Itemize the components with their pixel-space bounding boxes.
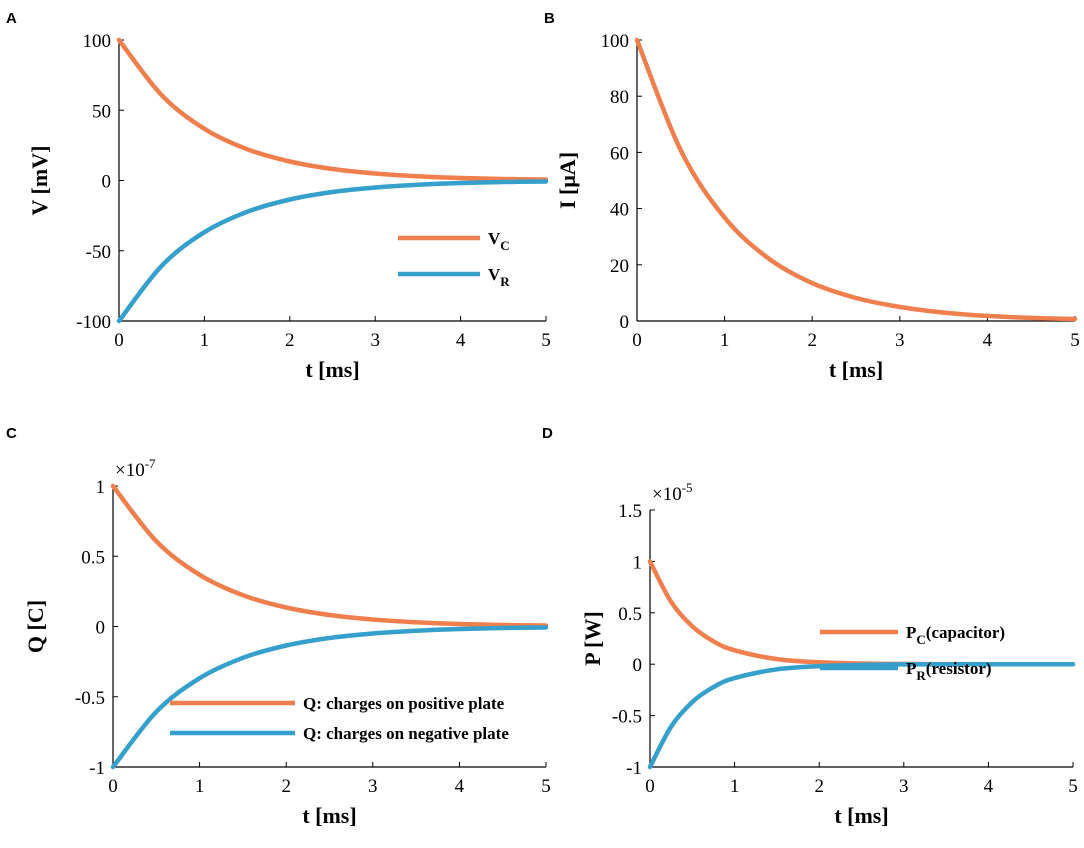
y-tick-label: 0	[102, 172, 112, 193]
legend-entry: Q: charges on positive plate	[303, 694, 505, 713]
y-tick-label: -0.5	[75, 688, 105, 709]
y-tick-label: -1	[89, 758, 105, 779]
x-tick-label: 5	[1068, 776, 1078, 797]
series-line-0	[634, 37, 1078, 322]
y-tick-label: 100	[601, 31, 630, 52]
y-tick-label: 0	[633, 655, 643, 676]
axis-multiplier: ×10-5	[652, 480, 693, 505]
panel-d: D 0 1 2 3 4 5 -1 -0.5 0 0.5 1 1.5 t [ms] P [W] ×10-5 PC(…	[542, 425, 1078, 828]
y-tick-label: 0	[620, 312, 630, 333]
legend-entry: PC(capacitor)	[906, 623, 1005, 647]
legend: PC(capacitor) PR(resistor)	[820, 623, 1005, 683]
x-tick-label: 1	[195, 776, 205, 797]
legend-entry: VR	[488, 265, 510, 289]
y-tick-label: -0.5	[612, 707, 642, 728]
x-axis-label: t [ms]	[302, 803, 356, 828]
x-tick-label: 0	[632, 330, 642, 351]
series-line-0	[647, 559, 1076, 667]
panel-letter: C	[6, 425, 17, 442]
y-tick-label: 1	[96, 477, 106, 498]
series-line-1	[116, 179, 549, 324]
panel-letter: B	[544, 10, 555, 27]
x-tick-label: 0	[108, 776, 118, 797]
y-tick-label: -1	[626, 758, 642, 779]
x-axis-label: t [ms]	[834, 803, 888, 828]
legend: Q: charges on positive plate Q: charges o…	[170, 694, 509, 743]
panel-a: A 0 1 2 3 4 5 -100 -50 0 50 100 t [ms] V [mV] VC VR	[6, 10, 551, 382]
x-axis-label: t [ms]	[305, 357, 359, 382]
x-tick-label: 4	[983, 330, 993, 351]
x-tick-label: 5	[1070, 330, 1080, 351]
y-tick-label: 0.5	[81, 547, 105, 568]
panel-c: C 0 1 2 3 4 5 -1 -0.5 0 0.5 1 t [ms] Q [C] ×10-7 Q: cha…	[6, 425, 551, 828]
y-tick-label: 100	[83, 31, 112, 52]
legend-entry: VC	[488, 229, 510, 253]
y-axis-label: Q [C]	[23, 600, 48, 653]
x-tick-label: 1	[720, 330, 730, 351]
x-tick-label: 3	[895, 330, 905, 351]
y-tick-label: 80	[610, 87, 629, 108]
y-tick-label: 1	[633, 552, 643, 573]
x-tick-label: 4	[455, 776, 465, 797]
series-line-0	[116, 37, 549, 182]
legend-entry: Q: charges on negative plate	[303, 724, 509, 743]
y-tick-label: 60	[610, 143, 629, 164]
x-tick-label: 2	[285, 330, 295, 351]
y-tick-label: -50	[86, 242, 111, 263]
y-tick-label: -100	[76, 312, 111, 333]
x-tick-label: 4	[984, 776, 994, 797]
y-tick-label: 0.5	[618, 604, 642, 625]
x-tick-label: 5	[541, 776, 551, 797]
y-tick-label: 0	[96, 618, 106, 639]
x-axis-label: t [ms]	[829, 357, 883, 382]
legend: VC VR	[398, 229, 510, 289]
axis-multiplier: ×10-7	[115, 456, 156, 481]
x-tick-label: 2	[814, 776, 824, 797]
panel-letter: D	[542, 425, 553, 442]
panel-letter: A	[6, 10, 17, 27]
x-tick-label: 5	[541, 330, 551, 351]
y-axis-label: P [W]	[580, 611, 605, 665]
y-axis-label: I [μA]	[555, 152, 580, 209]
x-tick-label: 3	[368, 776, 378, 797]
y-tick-label: 50	[92, 101, 111, 122]
series-line-0	[110, 483, 549, 628]
y-tick-label: 20	[610, 256, 629, 277]
x-tick-label: 4	[456, 330, 466, 351]
x-tick-label: 0	[114, 330, 124, 351]
x-tick-label: 0	[645, 776, 655, 797]
y-tick-label: 40	[610, 200, 629, 221]
y-axis-label: V [mV]	[27, 146, 52, 216]
series-line-1	[110, 625, 549, 770]
y-tick-label: 1.5	[618, 501, 642, 522]
x-tick-label: 1	[200, 330, 210, 351]
x-tick-label: 3	[899, 776, 909, 797]
x-tick-label: 2	[807, 330, 817, 351]
legend-entry: PR(resistor)	[906, 659, 992, 683]
series-line-1	[647, 661, 1076, 770]
panel-b: B 0 1 2 3 4 5 0 20 40 60 80 100 t [ms] I [μA]	[544, 10, 1080, 382]
x-tick-label: 1	[730, 776, 740, 797]
x-tick-label: 3	[370, 330, 380, 351]
x-tick-label: 2	[281, 776, 291, 797]
